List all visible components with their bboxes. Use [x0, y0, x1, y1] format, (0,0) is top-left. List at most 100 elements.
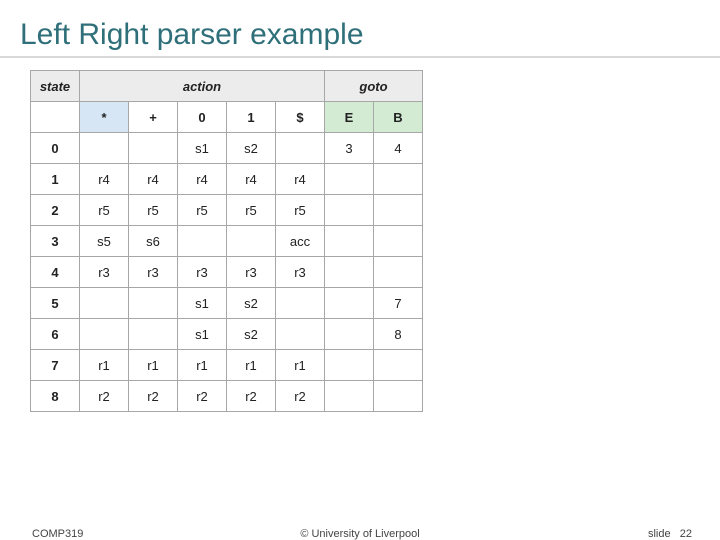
cell: r4 — [80, 164, 129, 195]
lr-parse-table: state action goto * + 0 1 $ E B 0 s1 s2 … — [30, 70, 423, 412]
cell: s2 — [227, 288, 276, 319]
cell — [276, 319, 325, 350]
cell — [80, 319, 129, 350]
cell — [374, 195, 423, 226]
cell — [325, 381, 374, 412]
footer-slide-number: 22 — [680, 528, 692, 540]
cell: s2 — [227, 319, 276, 350]
cell: r2 — [178, 381, 227, 412]
cell: r5 — [227, 195, 276, 226]
table-row: 1 r4 r4 r4 r4 r4 — [31, 164, 423, 195]
cell — [325, 257, 374, 288]
cell — [80, 288, 129, 319]
cell: r2 — [129, 381, 178, 412]
cell — [374, 350, 423, 381]
table-row: 5 s1 s2 7 — [31, 288, 423, 319]
footer-slide-label: slide — [648, 528, 671, 540]
row-label: 5 — [31, 288, 80, 319]
cell: r1 — [227, 350, 276, 381]
cell: r3 — [178, 257, 227, 288]
table-row: 4 r3 r3 r3 r3 r3 — [31, 257, 423, 288]
cell — [276, 133, 325, 164]
cell — [374, 226, 423, 257]
footer-slide: slide 22 — [648, 528, 692, 540]
cell: r3 — [227, 257, 276, 288]
cell — [374, 381, 423, 412]
table-row: 2 r5 r5 r5 r5 r5 — [31, 195, 423, 226]
symbol-E: E — [325, 102, 374, 133]
cell: r1 — [178, 350, 227, 381]
row-label: 8 — [31, 381, 80, 412]
cell: r5 — [129, 195, 178, 226]
cell: r5 — [178, 195, 227, 226]
footer-copyright: © University of Liverpool — [0, 528, 720, 540]
cell — [80, 133, 129, 164]
cell — [325, 164, 374, 195]
cell — [325, 195, 374, 226]
header-action: action — [80, 71, 325, 102]
symbol-dollar: $ — [276, 102, 325, 133]
cell — [276, 288, 325, 319]
symbol-zero: 0 — [178, 102, 227, 133]
cell: r1 — [129, 350, 178, 381]
cell — [129, 288, 178, 319]
cell — [178, 226, 227, 257]
cell: r2 — [227, 381, 276, 412]
cell: r2 — [80, 381, 129, 412]
symbol-plus: + — [129, 102, 178, 133]
title-underline — [0, 56, 720, 58]
table-row: 8 r2 r2 r2 r2 r2 — [31, 381, 423, 412]
cell: 3 — [325, 133, 374, 164]
table-row: 3 s5 s6 acc — [31, 226, 423, 257]
cell: s6 — [129, 226, 178, 257]
symbol-row: * + 0 1 $ E B — [31, 102, 423, 133]
cell: 7 — [374, 288, 423, 319]
cell: r4 — [276, 164, 325, 195]
cell: r1 — [276, 350, 325, 381]
symbol-one: 1 — [227, 102, 276, 133]
table-row: 0 s1 s2 3 4 — [31, 133, 423, 164]
cell — [325, 288, 374, 319]
cell — [129, 133, 178, 164]
cell — [325, 226, 374, 257]
cell: s2 — [227, 133, 276, 164]
cell: s1 — [178, 319, 227, 350]
cell: r4 — [129, 164, 178, 195]
cell: s1 — [178, 288, 227, 319]
row-label: 2 — [31, 195, 80, 226]
cell: 8 — [374, 319, 423, 350]
cell — [129, 319, 178, 350]
cell: r3 — [129, 257, 178, 288]
cell: r2 — [276, 381, 325, 412]
cell: s1 — [178, 133, 227, 164]
lr-table-container: state action goto * + 0 1 $ E B 0 s1 s2 … — [30, 70, 423, 412]
symbol-star: * — [80, 102, 129, 133]
cell: r1 — [80, 350, 129, 381]
cell: r5 — [80, 195, 129, 226]
symbol-blank — [31, 102, 80, 133]
cell: r4 — [227, 164, 276, 195]
cell: acc — [276, 226, 325, 257]
cell — [325, 350, 374, 381]
table-row: 6 s1 s2 8 — [31, 319, 423, 350]
row-label: 4 — [31, 257, 80, 288]
cell: r4 — [178, 164, 227, 195]
row-label: 6 — [31, 319, 80, 350]
row-label: 7 — [31, 350, 80, 381]
row-label: 0 — [31, 133, 80, 164]
cell: 4 — [374, 133, 423, 164]
cell: r5 — [276, 195, 325, 226]
cell — [374, 164, 423, 195]
slide-title: Left Right parser example — [20, 18, 364, 52]
cell — [325, 319, 374, 350]
cell: s5 — [80, 226, 129, 257]
symbol-B: B — [374, 102, 423, 133]
cell — [227, 226, 276, 257]
cell — [374, 257, 423, 288]
cell: r3 — [80, 257, 129, 288]
header-row: state action goto — [31, 71, 423, 102]
row-label: 3 — [31, 226, 80, 257]
header-state: state — [31, 71, 80, 102]
table-row: 7 r1 r1 r1 r1 r1 — [31, 350, 423, 381]
header-goto: goto — [325, 71, 423, 102]
